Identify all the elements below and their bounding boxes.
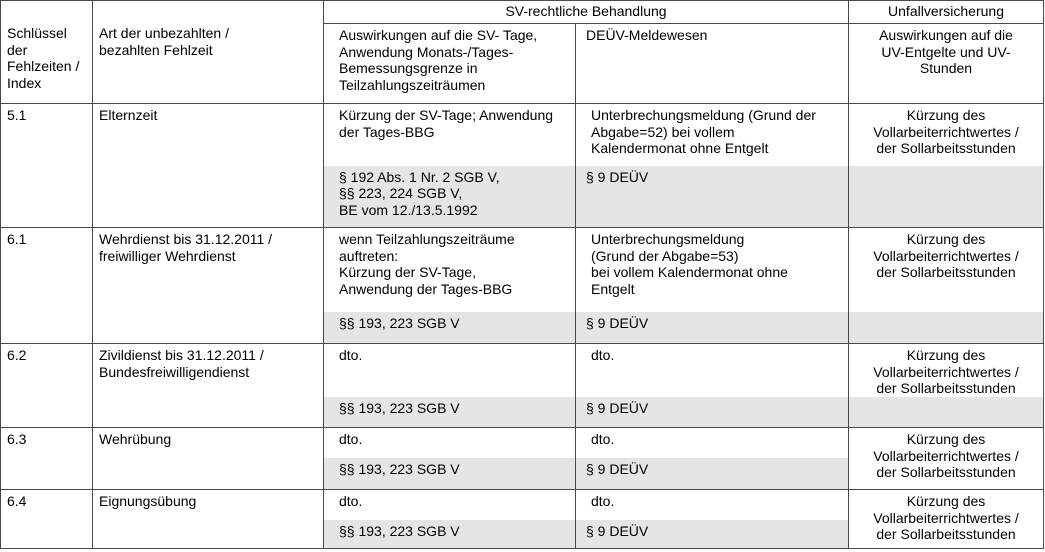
row-deuev-law: § 9 DEÜV [574, 311, 850, 344]
table-row: 6.4 Eignungsübung dto. dto. Kürzung des … [0, 489, 1045, 549]
row-key: 6.2 [0, 343, 93, 428]
row-uv-empty [848, 396, 1045, 428]
row-key: 6.1 [0, 227, 93, 344]
row-sv-days: Kürzung der SV-Tage; Anwendung der Tages… [323, 103, 576, 166]
header-type: Art der unbezahlten / bezahlten Fehlzeit [92, 0, 324, 104]
table-row-law: §§ 193, 223 SGB V § 9 DEÜV [1, 519, 1044, 549]
table-row-law: § 192 Abs. 1 Nr. 2 SGB V, §§ 223, 224 SG… [1, 165, 1045, 228]
row-type: Elternzeit [92, 103, 324, 228]
row-deuev-law: § 9 DEÜV [574, 519, 850, 549]
row-uv-empty [848, 311, 1045, 344]
header-deuev: DEÜV-Meldewesen [574, 23, 850, 104]
row-type: Eignungsübung [92, 489, 324, 549]
row-sv-law: §§ 193, 223 SGB V [323, 396, 576, 428]
row-sv-days: dto. [323, 343, 576, 397]
row-uv: Kürzung des Vollarbeiterrichtwertes / de… [848, 427, 1045, 490]
table-row: 5.1 Elternzeit Kürzung der SV-Tage; Anwe… [0, 103, 1045, 228]
table-row-law: §§ 193, 223 SGB V § 9 DEÜV [1, 311, 1045, 344]
header-uv: Auswirkungen auf die UV-Entgelte und UV-… [848, 23, 1045, 104]
row-sv-law: §§ 193, 223 SGB V [323, 457, 576, 490]
row-sv-days: dto. [323, 427, 576, 458]
header-uv-group: Unfallversicherung [848, 0, 1045, 24]
table-row: 6.1 Wehrdienst bis 31.12.2011 / freiwill… [0, 227, 1045, 344]
row-deuev-law: § 9 DEÜV [574, 457, 850, 490]
row-deuev: dto. [574, 343, 850, 397]
row-uv-empty [848, 165, 1045, 228]
header-key: Schlüssel der Fehlzeiten / Index [0, 0, 93, 104]
row-key: 5.1 [0, 103, 93, 228]
row-deuev-law: § 9 DEÜV [574, 165, 850, 228]
row-type: Wehrdienst bis 31.12.2011 / freiwilliger… [92, 227, 324, 344]
row-deuev: Unterbrechungsmeldung (Grund der Abgabe=… [574, 103, 850, 166]
header-sv-group: SV-rechtliche Behandlung [322, 0, 850, 24]
row-deuev: dto. [574, 427, 850, 458]
row-uv: Kürzung des Vollarbeiterrichtwertes / de… [848, 103, 1045, 166]
header-sv-days: Auswirkungen auf die SV- Tage, Anwendung… [323, 23, 576, 104]
row-sv-law: §§ 193, 223 SGB V [323, 311, 576, 344]
row-sv-days: dto. [323, 489, 576, 520]
table-row: 6.3 Wehrübung dto. dto. Kürzung des Voll… [0, 427, 1045, 490]
row-deuev: Unterbrechungsmeldung (Grund der Abgabe=… [574, 227, 850, 312]
group-header-row: Schlüssel der Fehlzeiten / Index Art der… [0, 0, 1045, 104]
row-deuev-law: § 9 DEÜV [574, 396, 850, 428]
row-sv-law: § 192 Abs. 1 Nr. 2 SGB V, §§ 223, 224 SG… [323, 165, 576, 228]
row-sv-days: wenn Teilzahlungszeiträume auftreten: Kü… [323, 227, 576, 312]
sub-header-row: Auswirkungen auf die SV- Tage, Anwendung… [1, 23, 1045, 104]
row-sv-law: §§ 193, 223 SGB V [323, 519, 576, 549]
row-type: Zivildienst bis 31.12.2011 / Bundesfreiw… [92, 343, 324, 428]
row-key: 6.3 [0, 427, 93, 490]
table-row: 6.2 Zivildienst bis 31.12.2011 / Bundesf… [0, 343, 1045, 428]
row-uv: Kürzung des Vollarbeiterrichtwertes / de… [848, 489, 1045, 549]
row-type: Wehrübung [92, 427, 324, 490]
row-uv: Kürzung des Vollarbeiterrichtwertes / de… [848, 343, 1045, 397]
row-uv: Kürzung des Vollarbeiterrichtwertes / de… [848, 227, 1045, 312]
row-key: 6.4 [0, 489, 93, 549]
row-deuev: dto. [574, 489, 850, 520]
